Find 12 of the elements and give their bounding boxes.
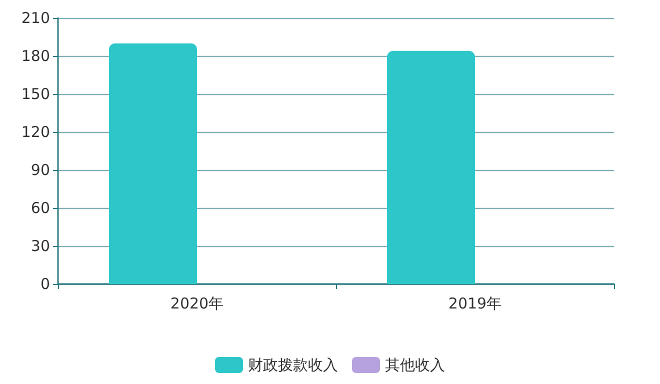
y-tick-label: 150 (21, 85, 50, 103)
y-tick-label: 0 (40, 275, 50, 293)
y-tick-label: 60 (30, 199, 50, 217)
y-tick-label: 90 (30, 161, 50, 179)
y-tick-label: 210 (21, 9, 50, 27)
y-tick-label: 30 (30, 237, 50, 255)
legend-label: 财政拨款收入 (248, 356, 338, 374)
x-tick-label: 2019年 (448, 294, 502, 312)
y-tick-label: 180 (21, 47, 50, 65)
x-tick-label: 2020年 (170, 294, 224, 312)
legend-label: 其他收入 (385, 356, 445, 374)
y-tick-label: 120 (21, 123, 50, 141)
